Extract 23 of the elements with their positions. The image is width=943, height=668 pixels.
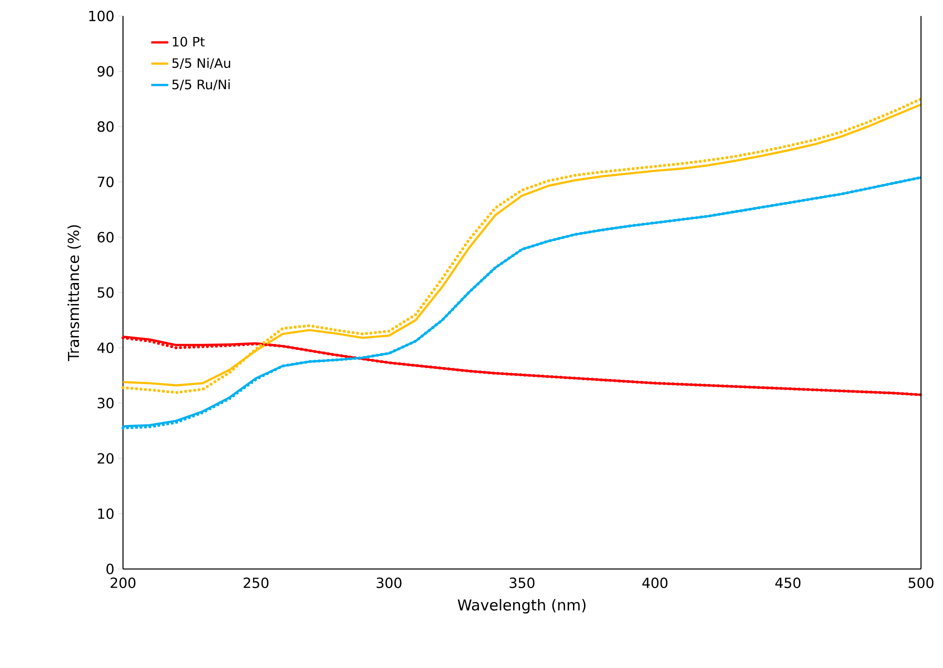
x-tick-label: 400	[642, 578, 668, 588]
x-tick-label: 300	[376, 578, 402, 588]
x-tick-label: 250	[244, 578, 268, 588]
y-axis-title: Transmittance (%)	[68, 225, 81, 362]
y-tick-label: 10	[98, 508, 114, 519]
y-tick-label: 20	[98, 453, 114, 464]
legend-label: 5/5 Ni/Au	[172, 58, 230, 70]
legend-label: 5/5 Ru/Ni	[172, 79, 230, 90]
y-tick-label: 80	[98, 121, 114, 132]
x-axis-title: Wavelength (nm)	[458, 598, 586, 614]
x-tick-label: 500	[908, 578, 934, 588]
y-tick-label: 90	[98, 66, 114, 77]
x-tick-label: 450	[775, 578, 800, 588]
y-tick-label: 60	[98, 232, 114, 242]
x-tick-label: 200	[110, 578, 136, 588]
y-tick-label: 70	[98, 176, 114, 188]
y-tick-label: 30	[98, 398, 114, 408]
legend-label: 10 Pt	[172, 36, 205, 47]
y-tick-label: 40	[97, 342, 114, 354]
y-tick-label: 100	[89, 10, 114, 22]
y-tick-label: 0	[106, 564, 114, 574]
y-tick-label: 50	[98, 287, 114, 298]
x-tick-label: 350	[510, 578, 534, 588]
